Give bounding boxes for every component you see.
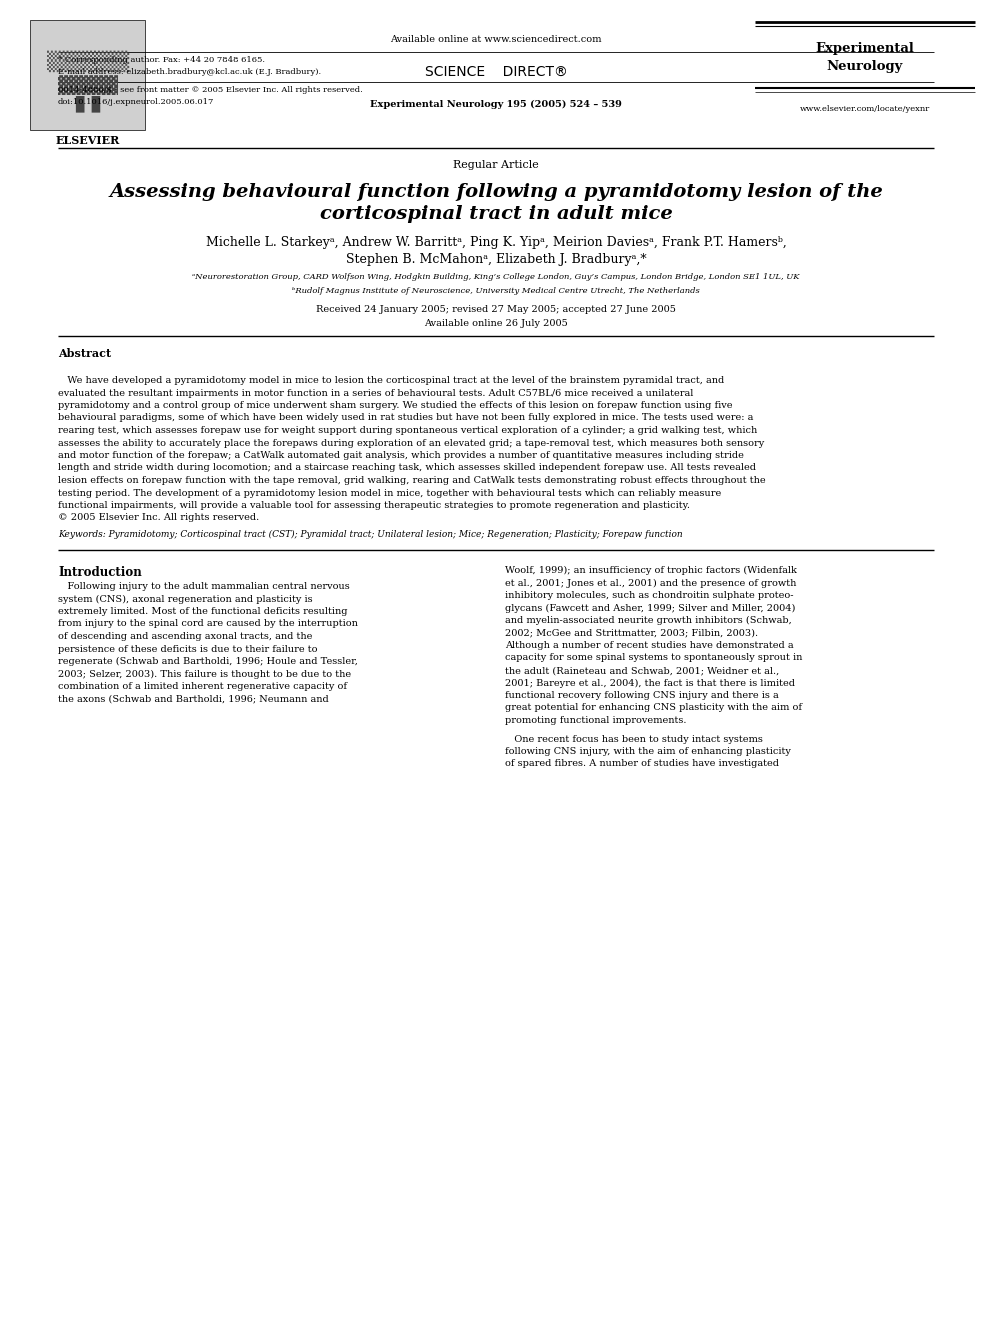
Text: functional impairments, will provide a valuable tool for assessing therapeutic s: functional impairments, will provide a v… — [58, 501, 690, 509]
Text: Following injury to the adult mammalian central nervous: Following injury to the adult mammalian … — [58, 582, 350, 591]
Text: and myelin-associated neurite growth inhibitors (Schwab,: and myelin-associated neurite growth inh… — [505, 617, 792, 626]
Text: of spared fibres. A number of studies have investigated: of spared fibres. A number of studies ha… — [505, 759, 779, 769]
Text: 2003; Selzer, 2003). This failure is thought to be due to the: 2003; Selzer, 2003). This failure is tho… — [58, 669, 351, 679]
Text: extremely limited. Most of the functional deficits resulting: extremely limited. Most of the functiona… — [58, 607, 347, 617]
Text: ᵃNeurorestoration Group, CARD Wolfson Wing, Hodgkin Building, King’s College Lon: ᵃNeurorestoration Group, CARD Wolfson Wi… — [192, 273, 800, 280]
Text: pyramidotomy and a control group of mice underwent sham surgery. We studied the : pyramidotomy and a control group of mice… — [58, 401, 732, 410]
Text: Introduction: Introduction — [58, 566, 142, 579]
Text: glycans (Fawcett and Asher, 1999; Silver and Miller, 2004): glycans (Fawcett and Asher, 1999; Silver… — [505, 603, 796, 613]
Text: 0014-4886/$ - see front matter © 2005 Elsevier Inc. All rights reserved.: 0014-4886/$ - see front matter © 2005 El… — [58, 86, 363, 94]
Text: Assessing behavioural function following a pyramidotomy lesion of the: Assessing behavioural function following… — [109, 183, 883, 201]
Text: assesses the ability to accurately place the forepaws during exploration of an e: assesses the ability to accurately place… — [58, 438, 764, 447]
Text: Woolf, 1999); an insufficiency of trophic factors (Widenfalk: Woolf, 1999); an insufficiency of trophi… — [505, 566, 797, 576]
Bar — [30, 20, 145, 130]
Text: behavioural paradigms, some of which have been widely used in rat studies but ha: behavioural paradigms, some of which hav… — [58, 414, 753, 422]
Text: et al., 2001; Jones et al., 2001) and the presence of growth: et al., 2001; Jones et al., 2001) and th… — [505, 578, 797, 587]
Text: Regular Article: Regular Article — [453, 160, 539, 169]
Text: E-mail address: elizabeth.bradbury@kcl.ac.uk (E.J. Bradbury).: E-mail address: elizabeth.bradbury@kcl.a… — [58, 67, 321, 75]
Text: © 2005 Elsevier Inc. All rights reserved.: © 2005 Elsevier Inc. All rights reserved… — [58, 513, 259, 523]
Text: evaluated the resultant impairments in motor function in a series of behavioural: evaluated the resultant impairments in m… — [58, 389, 693, 397]
Text: inhibitory molecules, such as chondroitin sulphate proteo-: inhibitory molecules, such as chondroiti… — [505, 591, 794, 601]
Text: corticospinal tract in adult mice: corticospinal tract in adult mice — [319, 205, 673, 224]
Text: ᵇRudolf Magnus Institute of Neuroscience, University Medical Centre Utrecht, The: ᵇRudolf Magnus Institute of Neuroscience… — [292, 287, 700, 295]
Text: One recent focus has been to study intact systems: One recent focus has been to study intac… — [505, 734, 763, 744]
Text: Neurology: Neurology — [826, 60, 903, 73]
Text: █ █: █ █ — [75, 95, 100, 111]
Text: and motor function of the forepaw; a CatWalk automated gait analysis, which prov: and motor function of the forepaw; a Cat… — [58, 451, 744, 460]
Text: SCIENCE    DIRECT®: SCIENCE DIRECT® — [425, 65, 567, 79]
Text: capacity for some spinal systems to spontaneously sprout in: capacity for some spinal systems to spon… — [505, 654, 803, 663]
Text: Available online at www.sciencedirect.com: Available online at www.sciencedirect.co… — [390, 34, 602, 44]
Text: doi:10.1016/j.expneurol.2005.06.017: doi:10.1016/j.expneurol.2005.06.017 — [58, 98, 214, 106]
Text: the adult (Raineteau and Schwab, 2001; Weidner et al.,: the adult (Raineteau and Schwab, 2001; W… — [505, 665, 780, 675]
Text: system (CNS), axonal regeneration and plasticity is: system (CNS), axonal regeneration and pl… — [58, 594, 312, 603]
Text: rearing test, which assesses forepaw use for weight support during spontaneous v: rearing test, which assesses forepaw use… — [58, 426, 757, 435]
Text: ▓▓▓▓▓▓: ▓▓▓▓▓▓ — [58, 75, 118, 95]
Text: We have developed a pyramidotomy model in mice to lesion the corticospinal tract: We have developed a pyramidotomy model i… — [58, 376, 724, 385]
Text: Stephen B. McMahonᵃ, Elizabeth J. Bradburyᵃ,*: Stephen B. McMahonᵃ, Elizabeth J. Bradbu… — [345, 253, 647, 266]
Text: functional recovery following CNS injury and there is a: functional recovery following CNS injury… — [505, 691, 779, 700]
Text: following CNS injury, with the aim of enhancing plasticity: following CNS injury, with the aim of en… — [505, 747, 791, 755]
Text: the axons (Schwab and Bartholdi, 1996; Neumann and: the axons (Schwab and Bartholdi, 1996; N… — [58, 695, 328, 704]
Text: lesion effects on forepaw function with the tape removal, grid walking, rearing : lesion effects on forepaw function with … — [58, 476, 766, 486]
Text: Keywords: Pyramidotomy; Corticospinal tract (CST); Pyramidal tract; Unilateral l: Keywords: Pyramidotomy; Corticospinal tr… — [58, 531, 682, 540]
Text: regenerate (Schwab and Bartholdi, 1996; Houle and Tessler,: regenerate (Schwab and Bartholdi, 1996; … — [58, 658, 358, 665]
Text: www.elsevier.com/locate/yexnr: www.elsevier.com/locate/yexnr — [800, 105, 930, 112]
Text: length and stride width during locomotion; and a staircase reaching task, which : length and stride width during locomotio… — [58, 463, 756, 472]
Text: 2001; Bareyre et al., 2004), the fact is that there is limited: 2001; Bareyre et al., 2004), the fact is… — [505, 679, 795, 688]
Text: Experimental: Experimental — [815, 42, 915, 56]
Text: Although a number of recent studies have demonstrated a: Although a number of recent studies have… — [505, 642, 794, 650]
Text: promoting functional improvements.: promoting functional improvements. — [505, 716, 686, 725]
Text: from injury to the spinal cord are caused by the interruption: from injury to the spinal cord are cause… — [58, 619, 358, 628]
Text: persistence of these deficits is due to their failure to: persistence of these deficits is due to … — [58, 644, 317, 654]
Text: testing period. The development of a pyramidotomy lesion model in mice, together: testing period. The development of a pyr… — [58, 488, 721, 497]
Text: combination of a limited inherent regenerative capacity of: combination of a limited inherent regene… — [58, 681, 347, 691]
Text: Received 24 January 2005; revised 27 May 2005; accepted 27 June 2005: Received 24 January 2005; revised 27 May… — [316, 306, 676, 314]
Text: of descending and ascending axonal tracts, and the: of descending and ascending axonal tract… — [58, 632, 312, 642]
Text: Abstract: Abstract — [58, 348, 111, 359]
Text: Experimental Neurology 195 (2005) 524 – 539: Experimental Neurology 195 (2005) 524 – … — [370, 101, 622, 108]
Text: great potential for enhancing CNS plasticity with the aim of: great potential for enhancing CNS plasti… — [505, 704, 802, 713]
Text: ▒▒▒▒▒▒▒: ▒▒▒▒▒▒▒ — [47, 50, 129, 71]
Text: * Corresponding author. Fax: +44 20 7848 6165.: * Corresponding author. Fax: +44 20 7848… — [58, 56, 265, 64]
Text: ELSEVIER: ELSEVIER — [56, 135, 120, 146]
Text: Michelle L. Starkeyᵃ, Andrew W. Barrittᵃ, Ping K. Yipᵃ, Meirion Daviesᵃ, Frank P: Michelle L. Starkeyᵃ, Andrew W. Barrittᵃ… — [205, 235, 787, 249]
Text: 2002; McGee and Strittmatter, 2003; Filbin, 2003).: 2002; McGee and Strittmatter, 2003; Filb… — [505, 628, 758, 638]
Text: Available online 26 July 2005: Available online 26 July 2005 — [425, 319, 567, 328]
